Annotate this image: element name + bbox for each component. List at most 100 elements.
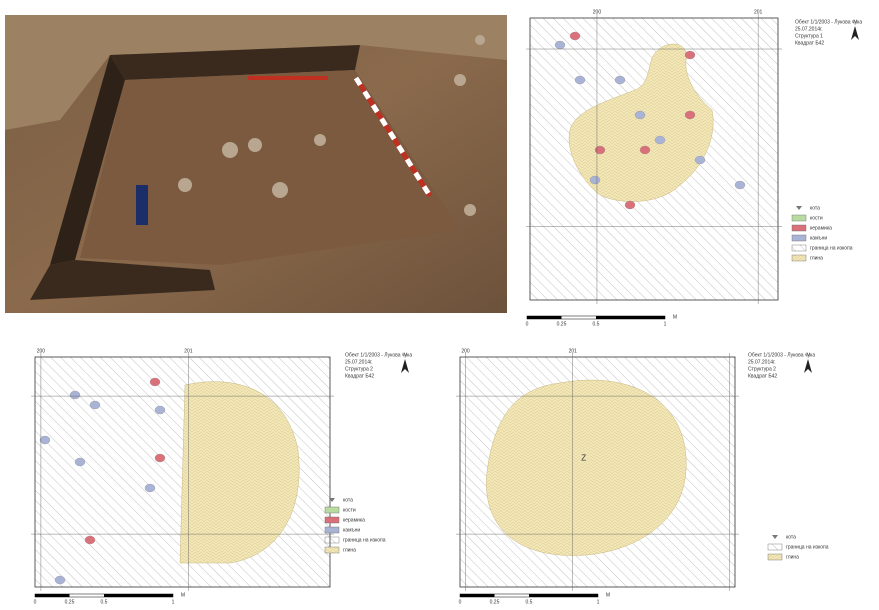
scale-bar [104,594,173,597]
scale-label: 0.25 [65,599,75,605]
legend-label: кота [810,205,820,211]
scale-label: 0.5 [593,321,600,327]
find [589,175,601,185]
legend-label: кости [343,507,356,513]
scale-label: 1 [597,599,600,605]
scale-label: 0 [526,321,529,327]
plan-header: Структура 2 [748,366,776,372]
find [554,40,566,50]
center-label: Z [581,453,586,462]
find [154,405,166,415]
photo [5,15,507,313]
plan-header: Обект 1/1/2003 - Лукова чука [795,19,862,25]
plan-header: Квадрат Б42 [748,373,777,379]
scale-label: М [181,592,185,598]
scale-bar [460,594,495,597]
find [569,31,581,41]
legend-sym [324,516,340,524]
legend-sym [791,234,807,242]
legend-sym [767,543,783,551]
find [149,377,161,387]
plan-header: Структура 2 [345,366,373,372]
legend-label: граница на изкопа [786,544,829,550]
scale-label: 0.25 [557,321,567,327]
find [89,400,101,410]
legend-label: граница на изкопа [343,537,386,543]
legend-sym [791,224,807,232]
legend-sym [767,553,783,561]
plan: 200 201 Z Обект 1/1/2003 - Лукова чука25.07… [456,348,829,605]
legend-sym [329,498,335,502]
scale-bar [527,316,562,319]
find [594,145,606,155]
plan-header: Обект 1/1/2003 - Лукова чука [345,352,412,358]
grid-label: 201 [184,348,193,354]
scale-bar [35,594,70,597]
grid-label: 200 [461,348,470,354]
legend-label: камъни [343,527,360,533]
legend-label: глина [786,554,799,560]
legend-sym [791,214,807,222]
find [654,135,666,145]
legend-label: глина [810,255,823,261]
north-arrow [851,26,859,40]
find [84,535,96,545]
scale-label: 0.5 [101,599,108,605]
plan: 200 201 Обект 1/1/2003 - Лукова чука25.07.… [526,9,863,327]
legend-label: граница на изкопа [810,245,853,251]
find [684,110,696,120]
find [634,110,646,120]
find [69,390,81,400]
north-label: N [403,352,407,358]
plan-header: Квадрат Б42 [795,40,824,46]
find [639,145,651,155]
legend-sym [791,254,807,262]
plan-header: 25.07.2014г. [748,359,776,365]
north-arrow [804,359,812,373]
clay-area [179,381,300,564]
north-label: N [806,352,810,358]
plan-header: Структура 1 [795,33,823,39]
legend-sym [324,526,340,534]
scale-label: 1 [664,321,667,327]
find [734,180,746,190]
scale-label: 0.5 [526,599,533,605]
legend-label: керамика [343,517,365,523]
find [54,575,66,585]
plan-header: Квадрат Б42 [345,373,374,379]
scale-label: 0 [459,599,462,605]
grid-label: 200 [37,348,46,354]
legend-label: камъни [810,235,827,241]
legend-label: кости [810,215,823,221]
scale-label: М [673,314,677,320]
scale-label: М [606,592,610,598]
scale-label: 0 [34,599,37,605]
grid-label: 200 [593,9,602,15]
scale-label: 1 [172,599,175,605]
find [624,200,636,210]
plan-header: 25.07.2014г. [795,26,823,32]
find [154,453,166,463]
scale-bar [596,316,665,319]
legend-label: глина [343,547,356,553]
clay-area [568,43,714,202]
find [574,75,586,85]
legend-sym [772,535,778,539]
scale-label: 0.25 [490,599,500,605]
scale-bar [529,594,598,597]
legend-sym [796,206,802,210]
legend-sym [791,244,807,252]
legend-sym [324,536,340,544]
find [39,435,51,445]
legend-label: керамика [810,225,832,231]
plan-header: 25.07.2014г. [345,359,373,365]
find [144,483,156,493]
legend-sym [324,546,340,554]
find [684,50,696,60]
grid-label: 201 [754,9,763,15]
plan: 200 201 Обект 1/1/2003 - Лукова чука25.07.… [31,348,412,605]
north-label: N [853,19,857,25]
find [614,75,626,85]
legend-sym [324,506,340,514]
find [74,457,86,467]
